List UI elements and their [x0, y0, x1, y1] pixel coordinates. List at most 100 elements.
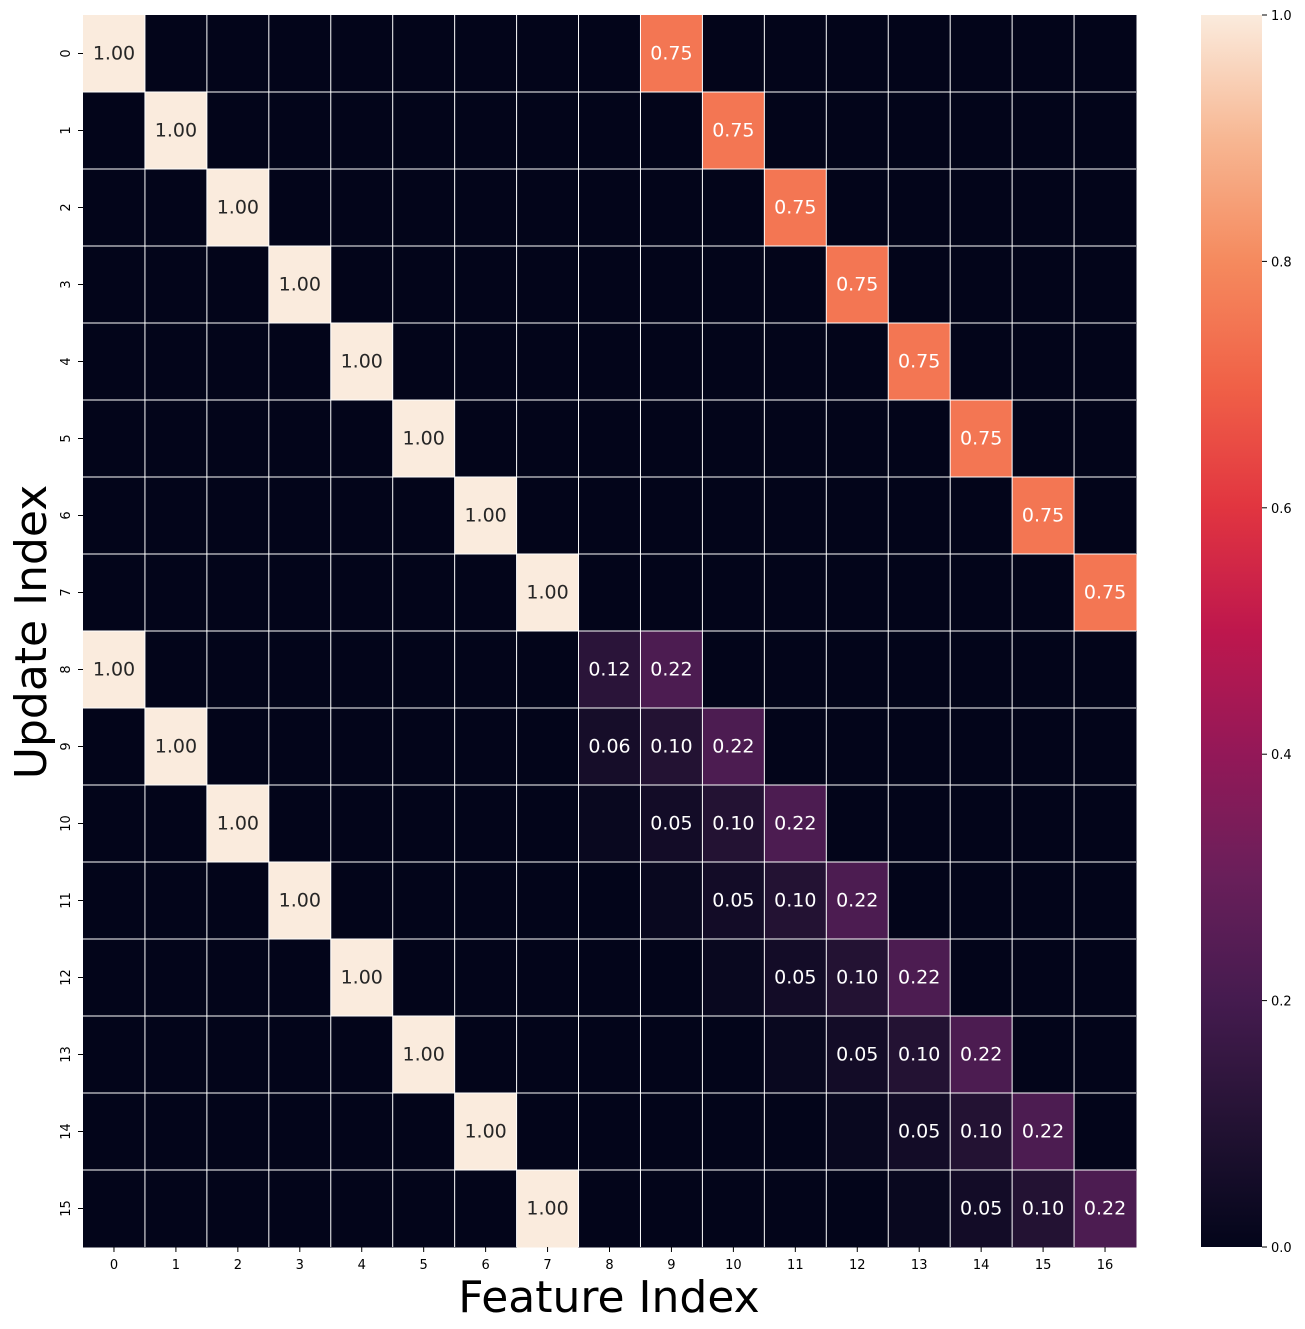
- heatmap-cell: [144, 323, 208, 401]
- y-tick-label: 7: [59, 588, 74, 596]
- cell-value-label: 1.00: [341, 351, 383, 373]
- x-tick-label: 15: [1035, 1258, 1052, 1273]
- cell-value-labels: 1.00 0.75 1.00 0.75 1.00 0.75 1.00 0.75 1.00 0.75…: [93, 43, 1126, 1220]
- heatmap-cell: [516, 554, 580, 632]
- heatmap-cell: [764, 477, 827, 555]
- heatmap-cell: [578, 169, 641, 247]
- heatmap-cell: [578, 1016, 641, 1094]
- x-tick-label: 5: [420, 1258, 428, 1273]
- heatmap-cell: [1074, 708, 1137, 786]
- heatmap-cell: [206, 400, 270, 478]
- heatmap-cell: [888, 939, 951, 1017]
- heatmap-cell: [640, 785, 703, 863]
- heatmap-cell: [454, 862, 518, 940]
- heatmap-cell: [888, 785, 951, 863]
- heatmap-cell: [330, 708, 394, 786]
- heatmap-cell: [268, 939, 332, 1017]
- heatmap-cell: [764, 862, 827, 940]
- heatmap-cell: [516, 246, 580, 324]
- cell-value-label: 1.00: [155, 736, 197, 758]
- y-tick-label: 4: [59, 357, 74, 365]
- heatmap-cell: [392, 246, 456, 324]
- heatmap-cell: [268, 785, 332, 863]
- heatmap-cell: [268, 246, 332, 324]
- heatmap-cell: [950, 1016, 1013, 1094]
- heatmap-cell: [888, 477, 951, 555]
- heatmap-cell: [206, 631, 270, 709]
- heatmap-cell: [1074, 862, 1137, 940]
- cell-value-label: 0.06: [588, 736, 630, 758]
- heatmap-cell: [1074, 477, 1137, 555]
- heatmap-cell: [1012, 1170, 1075, 1248]
- heatmap-cell: [392, 323, 456, 401]
- cell-value-label: 0.05: [774, 967, 816, 989]
- heatmap-cell: [1012, 1093, 1075, 1171]
- heatmap-cell: [826, 939, 889, 1017]
- heatmap-cell: [826, 323, 889, 401]
- heatmap-cell: [516, 400, 580, 478]
- heatmap-cell: [454, 169, 518, 247]
- heatmap-cell: [516, 15, 580, 93]
- heatmap-cell: [888, 246, 951, 324]
- heatmap-cell: [206, 92, 270, 170]
- heatmap-cell: [144, 92, 208, 170]
- cell-value-label: 0.05: [960, 1198, 1002, 1220]
- heatmap-cell: [950, 631, 1013, 709]
- heatmap-cell: [330, 785, 394, 863]
- cell-value-label: 0.22: [960, 1044, 1002, 1066]
- x-tick-label: 9: [667, 1258, 675, 1273]
- y-tick-label: 10: [59, 815, 74, 832]
- heatmap-cell: [826, 554, 889, 632]
- heatmap-cell: [640, 323, 703, 401]
- heatmap-cell: [330, 939, 394, 1017]
- cell-value-label: 0.75: [774, 197, 816, 219]
- heatmap-cell: [206, 169, 270, 247]
- heatmap-cell: [950, 708, 1013, 786]
- cell-value-label: 0.10: [960, 1121, 1002, 1143]
- cell-value-label: 0.75: [898, 351, 940, 373]
- x-axis: 0 1 2 3 4 5 6 7 8 9 10 11 12 13 14 15 16: [110, 1247, 1113, 1273]
- heatmap-cell: [330, 169, 394, 247]
- heatmap-cell: [83, 939, 146, 1017]
- heatmap-cell: [206, 1093, 270, 1171]
- heatmap-cell: [578, 477, 641, 555]
- heatmap-cell: [1012, 785, 1075, 863]
- heatmap-cell: [578, 15, 641, 93]
- cell-value-label: 0.75: [1084, 582, 1126, 604]
- x-tick-label: 1: [172, 1258, 180, 1273]
- cell-value-label: 0.75: [1022, 505, 1064, 527]
- heatmap-cell: [764, 1093, 827, 1171]
- heatmap-cell: [1012, 400, 1075, 478]
- heatmap-cell: [144, 785, 208, 863]
- colorbar-gradient: [1201, 15, 1262, 1247]
- heatmap-cell: [83, 15, 146, 93]
- heatmap-cell: [83, 708, 146, 786]
- cell-value-label: 0.75: [960, 428, 1002, 450]
- heatmap-cell: [1012, 15, 1075, 93]
- heatmap-cell: [1074, 400, 1137, 478]
- heatmap-cell: [330, 554, 394, 632]
- heatmap-cell: [640, 169, 703, 247]
- heatmap-cell: [206, 1170, 270, 1248]
- heatmap-cell: [702, 785, 765, 863]
- heatmap-cell: [826, 169, 889, 247]
- heatmap-cell: [516, 939, 580, 1017]
- heatmap-cell: [888, 169, 951, 247]
- heatmap-cell: [268, 169, 332, 247]
- heatmap-cell: [826, 477, 889, 555]
- colorbar-tick-label: 0.2: [1271, 995, 1292, 1010]
- heatmap-cell: [144, 246, 208, 324]
- heatmap-cell: [888, 554, 951, 632]
- heatmap-cell: [640, 15, 703, 93]
- heatmap-cell: [888, 1170, 951, 1248]
- heatmap-cell: [950, 246, 1013, 324]
- heatmap-cell: [392, 400, 456, 478]
- y-tick-label: 3: [59, 280, 74, 288]
- heatmap-cell: [950, 477, 1013, 555]
- heatmap-cell: [392, 708, 456, 786]
- heatmap-cell: [83, 631, 146, 709]
- heatmap-cell: [206, 15, 270, 93]
- heatmap-cell: [702, 862, 765, 940]
- heatmap-cell: [950, 15, 1013, 93]
